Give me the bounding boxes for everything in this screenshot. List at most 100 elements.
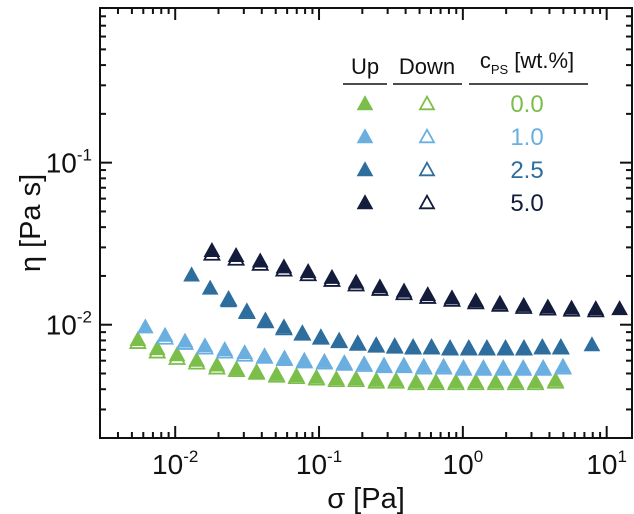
y-tick-label-exponent: -2 — [77, 308, 92, 327]
x-tick-label: 101 — [586, 447, 627, 480]
marker-up — [395, 356, 413, 372]
legend-header-up: Up — [351, 54, 379, 79]
marker-up — [355, 355, 373, 371]
marker-up — [387, 371, 405, 387]
marker-up — [347, 370, 365, 386]
marker-up — [330, 331, 348, 347]
marker-up — [447, 373, 465, 389]
marker-up — [323, 268, 341, 284]
marker-up — [491, 294, 509, 310]
marker-up — [475, 359, 492, 375]
legend-marker-up — [356, 95, 374, 111]
marker-up — [227, 247, 245, 263]
marker-up — [514, 359, 532, 375]
marker-up — [136, 318, 154, 334]
legend: Up Down cPS [wt.%] 0.0 1.0 2.5 5.0 — [343, 48, 588, 217]
legend-header-c-unit: [wt.%] — [508, 48, 574, 73]
marker-up — [375, 356, 393, 372]
y-tick-label-exponent: -1 — [77, 146, 92, 165]
x-axis-label: σ [Pa] — [327, 483, 405, 514]
legend-marker-down — [418, 94, 436, 111]
marker-up — [534, 359, 552, 375]
marker-up — [539, 298, 557, 314]
marker-up — [460, 339, 478, 355]
y-tick-label-base: 10 — [46, 148, 77, 179]
marker-up — [216, 341, 234, 357]
marker-up — [467, 292, 485, 308]
legend-header-down: Down — [399, 54, 455, 79]
legend-marker-up — [356, 128, 374, 144]
marker-up — [294, 324, 311, 340]
legend-series-label: 5.0 — [510, 190, 543, 217]
y-tick-labels: 10-210-1 — [46, 146, 92, 341]
marker-up — [527, 373, 544, 389]
marker-up — [611, 300, 628, 316]
marker-up — [587, 300, 605, 316]
marker-up — [183, 266, 200, 282]
legend-header-c-subscript: PS — [491, 62, 509, 77]
x-tick-label: 100 — [443, 447, 484, 480]
marker-up — [386, 337, 404, 353]
marker-up — [228, 360, 245, 376]
marker-up — [148, 340, 166, 356]
marker-up — [467, 373, 485, 389]
y-tick-label-base: 10 — [46, 310, 77, 341]
marker-up — [494, 359, 512, 375]
marker-up — [515, 339, 533, 355]
x-tick-label-exponent: -2 — [183, 447, 198, 466]
marker-up — [203, 242, 221, 258]
x-tick-label-base: 10 — [296, 449, 327, 480]
marker-up — [308, 368, 325, 384]
marker-up — [275, 318, 293, 334]
x-tick-label-base: 10 — [586, 449, 617, 480]
marker-up — [443, 289, 461, 305]
marker-up — [427, 373, 445, 389]
plot-area — [99, 7, 633, 439]
marker-up — [423, 338, 440, 354]
marker-up — [312, 328, 330, 344]
x-tick-label-base: 10 — [152, 449, 183, 480]
legend-header-concentration: cPS [wt.%] — [480, 48, 574, 77]
x-tick-label-base: 10 — [443, 449, 474, 480]
legend-marker-up — [356, 161, 374, 177]
marker-up — [563, 299, 580, 315]
marker-up — [583, 336, 601, 352]
marker-up — [533, 338, 551, 354]
marker-up — [347, 273, 365, 289]
legend-series-label: 0.0 — [510, 91, 543, 118]
marker-up — [515, 296, 533, 312]
legend-series-label: 1.0 — [510, 124, 543, 151]
marker-up — [251, 252, 269, 268]
marker-up — [507, 373, 525, 389]
marker-up — [288, 367, 305, 383]
marker-up — [276, 349, 293, 365]
legend-marker-up — [356, 194, 374, 210]
marker-up — [441, 339, 459, 355]
y-tick-label: 10-2 — [46, 308, 92, 341]
marker-up — [415, 357, 433, 373]
marker-up — [248, 362, 265, 378]
legend-marker-down — [418, 127, 436, 144]
marker-up — [201, 279, 219, 295]
legend-rows: 0.0 1.0 2.5 5.0 — [356, 91, 544, 217]
marker-up — [316, 352, 333, 368]
marker-up — [395, 282, 413, 298]
x-tick-labels: 10-2 10-1 100 101 — [152, 447, 627, 480]
marker-up — [419, 286, 437, 302]
marker-up — [257, 311, 274, 327]
x-tick-label-exponent: 1 — [618, 447, 627, 466]
marker-up — [487, 373, 504, 389]
y-tick-label: 10-1 — [46, 146, 92, 179]
marker-up — [404, 338, 422, 354]
marker-up — [129, 330, 147, 346]
marker-up — [299, 263, 317, 279]
marker-up — [554, 357, 572, 373]
legend-header-c: c — [480, 48, 491, 73]
y-axis-label: η [Pa s] — [15, 174, 47, 272]
marker-up — [196, 337, 214, 353]
marker-up — [256, 347, 273, 363]
marker-up — [208, 356, 226, 372]
marker-up — [275, 258, 293, 274]
x-tick-label: 10-2 — [152, 447, 198, 480]
marker-up — [176, 332, 194, 348]
